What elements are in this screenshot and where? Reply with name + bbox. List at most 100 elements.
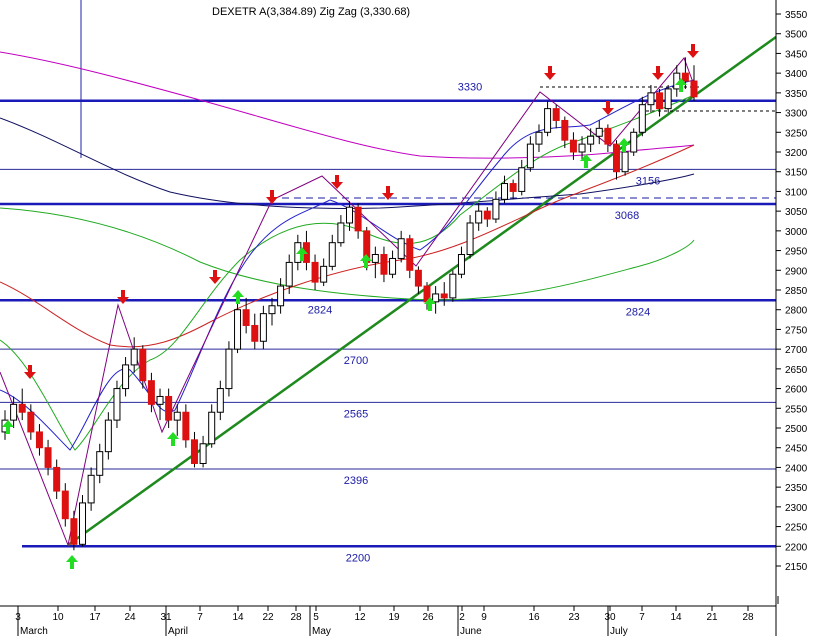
candle-body xyxy=(225,348,233,390)
candle-body xyxy=(406,238,414,271)
x-tick-label: 22 xyxy=(262,612,274,623)
candle-body xyxy=(122,364,130,390)
x-ticks: 31017243171422285121926291623307142128Ma… xyxy=(15,606,777,636)
y-tick-label: 2900 xyxy=(785,266,808,277)
level-label-3068: 3068 xyxy=(615,210,639,222)
x-tick-label: 16 xyxy=(528,612,540,623)
candle-body xyxy=(380,254,388,275)
y-tick-label: 3350 xyxy=(785,89,808,100)
candle-body xyxy=(87,474,95,504)
x-tick-label: 28 xyxy=(290,612,302,623)
y-tick-label: 2600 xyxy=(785,385,808,396)
y-tick-label: 3500 xyxy=(785,30,808,41)
level-label-2396: 2396 xyxy=(344,475,368,487)
candle-body xyxy=(647,92,655,106)
month-label: July xyxy=(610,626,628,636)
sell-arrow xyxy=(331,175,343,189)
x-tick-label: 23 xyxy=(568,612,580,623)
sell-arrow xyxy=(24,365,36,379)
candle-body xyxy=(535,131,543,145)
y-tick-label: 2800 xyxy=(785,306,808,317)
candle-body xyxy=(182,411,190,441)
x-tick-label: 7 xyxy=(639,612,645,623)
x-tick-label: 10 xyxy=(52,612,64,623)
buy-arrow xyxy=(360,254,372,268)
x-tick-label: 2 xyxy=(459,612,465,623)
y-tick-label: 3000 xyxy=(785,227,808,238)
y-tick-label: 2300 xyxy=(785,503,808,514)
ma-magenta xyxy=(0,51,695,159)
candle-body xyxy=(277,285,285,307)
candle-body xyxy=(621,151,629,173)
candle-body xyxy=(165,395,173,421)
x-tick-label: 17 xyxy=(89,612,101,623)
candle-body xyxy=(492,198,500,220)
x-tick-label: 14 xyxy=(670,612,682,623)
candle-body xyxy=(328,242,336,267)
x-tick-label: 21 xyxy=(706,612,718,623)
candle-body xyxy=(216,388,224,413)
month-label: June xyxy=(460,626,482,636)
indicator-overlays xyxy=(0,0,777,547)
y-tick-label: 2650 xyxy=(785,365,808,376)
y-tick-label: 2200 xyxy=(785,542,808,553)
candle-body xyxy=(371,254,379,263)
candle-body xyxy=(414,269,422,287)
y-tick-label: 2250 xyxy=(785,523,808,534)
y-tick-label: 2850 xyxy=(785,286,808,297)
candle-body xyxy=(10,403,18,421)
trendline xyxy=(67,35,777,547)
candle-body xyxy=(501,183,509,200)
candlesticks xyxy=(1,57,698,551)
sell-arrow xyxy=(652,66,664,80)
buy-arrow xyxy=(424,297,436,311)
month-label: March xyxy=(20,626,48,636)
buy-arrow xyxy=(675,78,687,92)
sell-arrow xyxy=(382,186,394,200)
candle-body xyxy=(190,439,198,464)
buy-arrow xyxy=(296,247,308,261)
candle-body xyxy=(466,222,474,256)
candle-body xyxy=(595,127,603,137)
candle-body xyxy=(147,380,155,405)
candle-body xyxy=(199,443,207,464)
sell-arrow xyxy=(602,101,614,115)
candle-body xyxy=(587,135,595,145)
chart-title: DEXETR A(3,384.89) Zig Zag (3,330.68) xyxy=(212,6,410,18)
level-label-2700: 2700 xyxy=(344,355,368,367)
x-tick-label: 5 xyxy=(313,612,319,623)
candle-body xyxy=(552,108,560,121)
candle-body xyxy=(578,143,586,153)
candle-body xyxy=(440,293,448,299)
y-tick-label: 3250 xyxy=(785,128,808,139)
candle-body xyxy=(27,411,35,433)
x-tick-label: 30 xyxy=(604,612,616,623)
candle-body xyxy=(638,104,646,133)
y-tick-label: 3300 xyxy=(785,109,808,120)
candle-body xyxy=(130,348,138,366)
x-tick-label: 19 xyxy=(388,612,400,623)
level-label-3330: 3330 xyxy=(458,82,482,94)
candle-body xyxy=(320,265,328,283)
candle-body xyxy=(354,206,362,232)
candle-body xyxy=(604,127,612,145)
sell-arrow xyxy=(687,44,699,58)
y-tick-label: 2150 xyxy=(785,562,808,573)
x-tick-label: 26 xyxy=(422,612,434,623)
candle-body xyxy=(96,451,104,476)
candle-body xyxy=(346,206,353,224)
sell-arrow xyxy=(266,190,278,204)
candle-body xyxy=(681,72,689,82)
candle-body xyxy=(44,447,52,468)
x-tick-label: 28 xyxy=(742,612,754,623)
candle-body xyxy=(664,88,672,110)
buy-arrow xyxy=(167,432,179,446)
y-tick-label: 2450 xyxy=(785,444,808,455)
candle-body xyxy=(518,167,526,192)
x-tick-label: 24 xyxy=(124,612,136,623)
candle-body xyxy=(561,119,569,141)
ma-green-long xyxy=(0,207,695,301)
x-tick-label: 14 xyxy=(232,612,244,623)
